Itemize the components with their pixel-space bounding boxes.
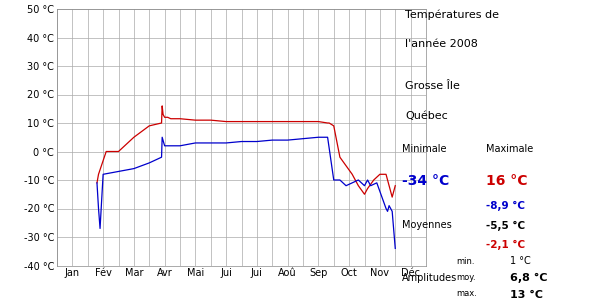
Text: Moyennes: Moyennes: [402, 220, 452, 230]
Text: Maximale: Maximale: [486, 144, 533, 154]
Text: 16 °C: 16 °C: [486, 174, 527, 188]
Text: 13 °C: 13 °C: [510, 290, 543, 299]
Text: moy.: moy.: [456, 273, 476, 282]
Text: l'année 2008: l'année 2008: [405, 39, 478, 49]
Text: Températures de: Températures de: [405, 9, 499, 20]
Text: max.: max.: [456, 290, 477, 298]
Text: min.: min.: [456, 256, 475, 266]
Text: -5,5 °C: -5,5 °C: [486, 220, 525, 231]
Text: Québec: Québec: [405, 111, 448, 121]
Text: 6,8 °C: 6,8 °C: [510, 273, 548, 283]
Text: Minimale: Minimale: [402, 144, 446, 154]
Text: -8,9 °C: -8,9 °C: [486, 201, 525, 211]
Text: -34 °C: -34 °C: [402, 174, 449, 188]
Text: Grosse Île: Grosse Île: [405, 81, 460, 91]
Text: -2,1 °C: -2,1 °C: [486, 240, 525, 250]
Text: Amplitudes: Amplitudes: [402, 273, 457, 283]
Text: 1 °C: 1 °C: [510, 256, 531, 266]
